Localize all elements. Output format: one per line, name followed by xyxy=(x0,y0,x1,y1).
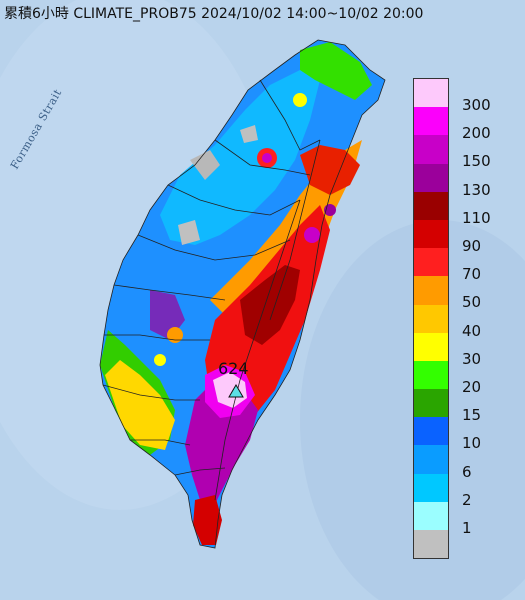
legend-label: 150 xyxy=(462,152,491,171)
rain-zone-yellow xyxy=(105,360,175,450)
rain-cell xyxy=(167,327,183,343)
rain-cell xyxy=(262,153,272,163)
legend-swatch xyxy=(414,445,448,474)
rain-zone-peak xyxy=(213,372,247,408)
legend-swatch xyxy=(414,389,448,418)
legend-label: 90 xyxy=(462,237,482,255)
legend-label: 15 xyxy=(462,406,482,425)
legend-swatch xyxy=(414,135,448,164)
legend-label: 300 xyxy=(462,96,491,114)
legend-label: 20 xyxy=(462,378,482,396)
legend-label: 6 xyxy=(462,462,472,481)
legend-label: 1 xyxy=(462,519,472,537)
rain-zone-darkred xyxy=(240,265,300,345)
legend-label: 30 xyxy=(462,349,482,368)
legend-swatch xyxy=(414,501,448,530)
rain-cell xyxy=(154,354,166,366)
legend-label: 200 xyxy=(462,124,491,143)
legend-label: 70 xyxy=(462,265,482,284)
legend-swatch xyxy=(414,473,448,502)
legend-swatch xyxy=(414,276,448,305)
rain-cell xyxy=(293,93,307,107)
rain-zone-grey xyxy=(178,220,200,245)
legend-swatch xyxy=(414,360,448,390)
legend-swatch xyxy=(414,79,448,108)
rain-zone-red xyxy=(193,495,222,545)
legend-label: 130 xyxy=(462,180,491,199)
map-title: 累積6小時 CLIMATE_PROB75 2024/10/02 14:00~10… xyxy=(4,6,424,22)
rain-zone-grey xyxy=(190,150,220,180)
max-rainfall-label: 624 xyxy=(218,359,249,378)
legend-swatch xyxy=(414,248,448,277)
legend-swatch xyxy=(414,219,448,249)
legend-label: 40 xyxy=(462,321,482,340)
legend-label: 2 xyxy=(462,490,472,509)
legend-swatch xyxy=(414,191,448,220)
legend-swatch xyxy=(414,530,448,559)
legend-label: 110 xyxy=(462,208,491,227)
boundaries xyxy=(99,39,386,549)
sea-shading xyxy=(300,220,525,600)
legend-label: 50 xyxy=(462,293,482,312)
rain-zone-green xyxy=(300,42,372,100)
legend-swatch xyxy=(414,417,448,446)
rain-zone-grey xyxy=(240,125,258,143)
legend-swatch xyxy=(414,332,448,361)
legend-swatch xyxy=(414,107,448,136)
legend-label: 10 xyxy=(462,434,482,453)
legend-swatch xyxy=(414,304,448,333)
legend-swatch xyxy=(414,163,448,192)
rain-cell xyxy=(304,227,320,243)
triangle-marker-icon xyxy=(228,384,244,398)
color-legend xyxy=(413,78,449,560)
